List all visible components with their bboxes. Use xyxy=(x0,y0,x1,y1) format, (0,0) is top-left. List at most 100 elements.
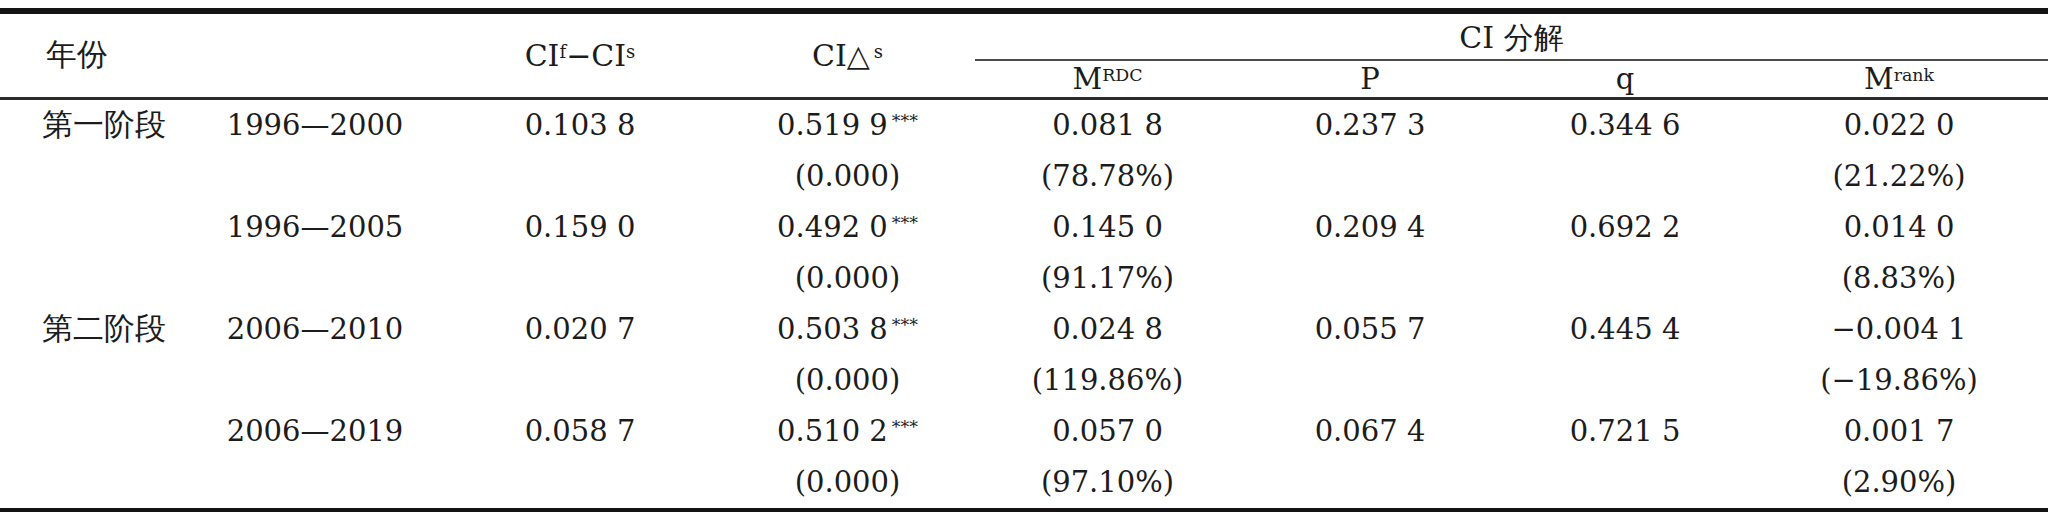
ci-delta-value: 0.510 2 xyxy=(777,414,888,448)
cell-mrank-pct: (−19.86%) xyxy=(1750,355,2048,406)
cell-empty xyxy=(0,253,190,304)
table-row: 第一阶段 1996—2000 0.103 8 0.519 9*** 0.081 … xyxy=(0,98,2048,151)
significance-stars: *** xyxy=(892,111,918,131)
significance-stars: *** xyxy=(892,213,918,233)
cell-cif-cis: 0.159 0 xyxy=(440,202,720,253)
p-label: P xyxy=(1360,62,1380,96)
ci-delta-superscript: s xyxy=(874,41,883,62)
mrdc-superscript: RDC xyxy=(1102,65,1142,85)
col-header-mrdc: MRDC xyxy=(975,60,1240,98)
cell-p: 0.209 4 xyxy=(1240,202,1500,253)
cell-mrdc: 0.081 8 xyxy=(975,98,1240,151)
cell-period: 1996—2005 xyxy=(190,202,440,253)
cell-mrank: 0.001 7 xyxy=(1750,406,2048,457)
cell-empty xyxy=(440,355,720,406)
mrank-base: M xyxy=(1864,62,1894,96)
cell-mrank-pct: (21.22%) xyxy=(1750,151,2048,202)
cell-empty xyxy=(1500,457,1750,511)
col-header-p: P xyxy=(1240,60,1500,98)
col-header-q: q xyxy=(1500,60,1750,98)
cis-base: CI xyxy=(591,38,626,73)
cell-mrank: 0.014 0 xyxy=(1750,202,2048,253)
col-header-mrank: Mrank xyxy=(1750,60,2048,98)
cell-empty xyxy=(1240,355,1500,406)
cell-empty xyxy=(440,253,720,304)
q-label: q xyxy=(1616,62,1635,96)
cell-mrdc-pct: (78.78%) xyxy=(975,151,1240,202)
cell-cif-cis: 0.020 7 xyxy=(440,304,720,355)
cell-p: 0.067 4 xyxy=(1240,406,1500,457)
cif-superscript: f xyxy=(559,41,566,62)
table-row: 第二阶段 2006—2010 0.020 7 0.503 8*** 0.024 … xyxy=(0,304,2048,355)
cell-empty xyxy=(0,151,190,202)
ci-delta-value: 0.519 9 xyxy=(777,108,888,142)
cell-ci-delta-pvalue: (0.000) xyxy=(720,355,975,406)
cell-stage xyxy=(0,406,190,457)
col-header-year: 年份 xyxy=(0,11,440,98)
year-label: 年份 xyxy=(46,36,108,72)
cell-mrdc: 0.145 0 xyxy=(975,202,1240,253)
cell-empty xyxy=(190,151,440,202)
cell-empty xyxy=(1500,355,1750,406)
table-row-secondary: (0.000) (119.86%) (−19.86%) xyxy=(0,355,2048,406)
col-header-ci-delta: CI△s xyxy=(720,11,975,98)
cell-mrank-pct: (8.83%) xyxy=(1750,253,2048,304)
header-row-top: 年份 CIf−CIs CI△s CI 分解 xyxy=(0,11,2048,60)
mrdc-base: M xyxy=(1072,62,1102,96)
cell-stage xyxy=(0,202,190,253)
cell-cif-cis: 0.103 8 xyxy=(440,98,720,151)
cell-p: 0.237 3 xyxy=(1240,98,1500,151)
cell-ci-delta-pvalue: (0.000) xyxy=(720,253,975,304)
ci-delta-base: CI△ xyxy=(812,38,870,73)
cell-stage: 第二阶段 xyxy=(0,304,190,355)
cell-empty xyxy=(1240,457,1500,511)
col-header-cif-minus-cis: CIf−CIs xyxy=(440,11,720,98)
cell-mrdc: 0.024 8 xyxy=(975,304,1240,355)
cell-mrank: −0.004 1 xyxy=(1750,304,2048,355)
cell-ci-delta: 0.510 2*** xyxy=(720,406,975,457)
cell-ci-delta-pvalue: (0.000) xyxy=(720,457,975,511)
cell-empty xyxy=(190,355,440,406)
significance-stars: *** xyxy=(892,315,918,335)
cell-ci-delta: 0.492 0*** xyxy=(720,202,975,253)
cell-period: 2006—2019 xyxy=(190,406,440,457)
cif-base: CI xyxy=(525,38,560,73)
cell-cif-cis: 0.058 7 xyxy=(440,406,720,457)
table-row-secondary: (0.000) (78.78%) (21.22%) xyxy=(0,151,2048,202)
cell-mrank-pct: (2.90%) xyxy=(1750,457,2048,511)
cell-mrdc: 0.057 0 xyxy=(975,406,1240,457)
minus-sign: − xyxy=(566,38,591,73)
cell-stage: 第一阶段 xyxy=(0,98,190,151)
cell-p: 0.055 7 xyxy=(1240,304,1500,355)
ci-delta-value: 0.492 0 xyxy=(777,210,888,244)
cell-empty xyxy=(0,457,190,511)
table-row-secondary: (0.000) (91.17%) (8.83%) xyxy=(0,253,2048,304)
table-row: 2006—2019 0.058 7 0.510 2*** 0.057 0 0.0… xyxy=(0,406,2048,457)
cell-ci-delta: 0.519 9*** xyxy=(720,98,975,151)
cell-q: 0.344 6 xyxy=(1500,98,1750,151)
cell-q: 0.721 5 xyxy=(1500,406,1750,457)
cell-empty xyxy=(190,253,440,304)
cell-ci-delta: 0.503 8*** xyxy=(720,304,975,355)
cell-mrdc-pct: (91.17%) xyxy=(975,253,1240,304)
cell-empty xyxy=(1240,253,1500,304)
col-header-ci-decomposition: CI 分解 xyxy=(975,11,2048,60)
mrank-superscript: rank xyxy=(1894,65,1934,85)
cell-period: 2006—2010 xyxy=(190,304,440,355)
table-header: 年份 CIf−CIs CI△s CI 分解 MRDC P q Mrank xyxy=(0,11,2048,98)
cell-empty xyxy=(440,151,720,202)
cell-mrdc-pct: (119.86%) xyxy=(975,355,1240,406)
cell-period: 1996—2000 xyxy=(190,98,440,151)
ci-delta-value: 0.503 8 xyxy=(777,312,888,346)
cell-empty xyxy=(190,457,440,511)
cis-superscript: s xyxy=(626,41,635,62)
table-body: 第一阶段 1996—2000 0.103 8 0.519 9*** 0.081 … xyxy=(0,98,2048,511)
ci-decomposition-label: CI 分解 xyxy=(1459,20,1563,55)
cell-ci-delta-pvalue: (0.000) xyxy=(720,151,975,202)
significance-stars: *** xyxy=(892,417,918,437)
cell-empty xyxy=(1240,151,1500,202)
cell-q: 0.445 4 xyxy=(1500,304,1750,355)
cell-mrdc-pct: (97.10%) xyxy=(975,457,1240,511)
cell-mrank: 0.022 0 xyxy=(1750,98,2048,151)
cell-empty xyxy=(1500,151,1750,202)
